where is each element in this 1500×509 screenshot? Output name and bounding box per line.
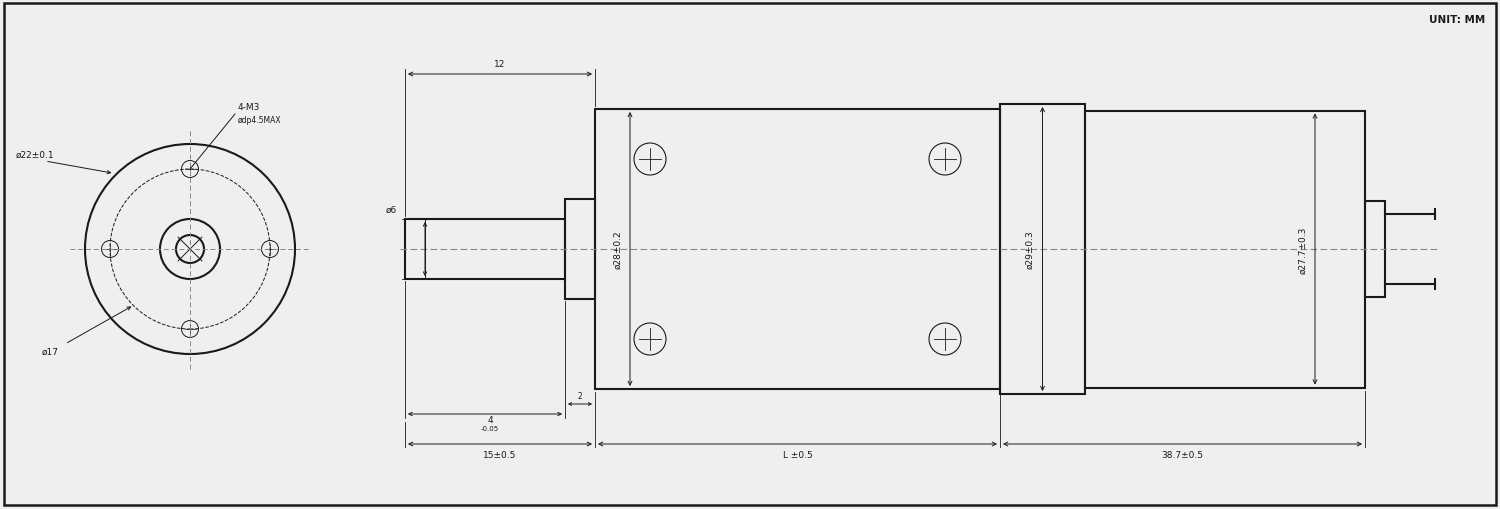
Text: 12: 12 <box>495 60 506 69</box>
Text: ø29±0.3: ø29±0.3 <box>1026 230 1035 269</box>
Bar <box>566 200 596 299</box>
Text: L ±0.5: L ±0.5 <box>783 450 813 459</box>
Text: ø28±0.2: ø28±0.2 <box>614 230 622 269</box>
Bar <box>1000 105 1084 394</box>
Text: 4: 4 <box>488 416 494 425</box>
Bar <box>1084 111 1365 388</box>
Bar <box>405 219 566 279</box>
Bar <box>596 110 1000 389</box>
Text: ø27.7±0.3: ø27.7±0.3 <box>1298 226 1306 273</box>
Text: 4-M3: 4-M3 <box>238 103 261 112</box>
Text: 15±0.5: 15±0.5 <box>483 450 516 459</box>
Text: -0.05: -0.05 <box>482 425 500 431</box>
Bar <box>1365 202 1384 297</box>
Text: 2: 2 <box>578 391 582 400</box>
Text: ødp4.5MAX: ødp4.5MAX <box>238 116 282 125</box>
Text: 38.7±0.5: 38.7±0.5 <box>1161 450 1203 459</box>
Text: UNIT: MM: UNIT: MM <box>1428 15 1485 25</box>
Text: ø6: ø6 <box>386 206 398 215</box>
Text: ø22±0.1: ø22±0.1 <box>15 151 54 160</box>
Text: ø17: ø17 <box>42 347 58 356</box>
